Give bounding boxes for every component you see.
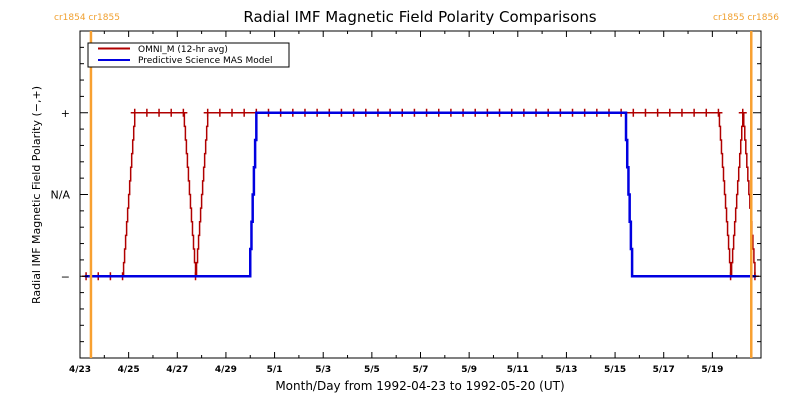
data-point-omni bbox=[738, 108, 747, 117]
legend: OMNI_M (12-hr avg) Predictive Science MA… bbox=[87, 42, 290, 68]
data-point-omni bbox=[653, 108, 662, 117]
legend-box bbox=[87, 42, 290, 68]
data-point-omni bbox=[641, 108, 650, 117]
data-point-omni bbox=[240, 108, 249, 117]
x-tick-label: 4/23 bbox=[69, 365, 91, 375]
x-tick-label: 5/1 bbox=[267, 365, 283, 375]
y-tick-label: − bbox=[61, 270, 70, 283]
data-point-omni bbox=[690, 108, 699, 117]
data-point-omni bbox=[203, 108, 212, 117]
y-axis-label: Radial IMF Magnetic Field Polarity (−,+) bbox=[30, 86, 43, 304]
x-tick-label: 5/5 bbox=[364, 365, 380, 375]
series-line-mas bbox=[84, 111, 757, 278]
data-point-omni bbox=[155, 108, 164, 117]
data-point-omni bbox=[167, 108, 176, 117]
x-tick-label: 5/13 bbox=[555, 365, 577, 375]
data-point-omni bbox=[677, 108, 686, 117]
data-point-omni bbox=[215, 108, 224, 117]
legend-label-omni: OMNI_M (12-hr avg) bbox=[138, 45, 228, 55]
x-tick-label: 5/3 bbox=[315, 365, 331, 375]
data-point-omni bbox=[629, 108, 638, 117]
data-point-omni bbox=[702, 108, 711, 117]
data-point-omni bbox=[228, 108, 237, 117]
x-tick-label: 4/27 bbox=[166, 365, 188, 375]
carrington-label-left: cr1854 cr1855 bbox=[54, 13, 120, 23]
y-tick-label: + bbox=[61, 107, 70, 120]
data-point-omni bbox=[665, 108, 674, 117]
series-line-omni bbox=[86, 112, 756, 277]
chart-title: Radial IMF Magnetic Field Polarity Compa… bbox=[243, 8, 596, 26]
x-tick-label: 5/9 bbox=[461, 365, 477, 375]
x-tick-label: 4/29 bbox=[215, 365, 237, 375]
carrington-label-right: cr1855 cr1856 bbox=[713, 13, 779, 23]
x-tick-label: 4/25 bbox=[118, 365, 140, 375]
data-point-omni bbox=[179, 108, 188, 117]
x-tick-label: 5/19 bbox=[701, 365, 723, 375]
x-tick-label: 5/15 bbox=[604, 365, 626, 375]
data-point-omni bbox=[142, 108, 151, 117]
x-tick-label: 5/11 bbox=[507, 365, 529, 375]
x-tick-label: 5/7 bbox=[413, 365, 429, 375]
x-axis-label: Month/Day from 1992-04-23 to 1992-05-20 … bbox=[275, 379, 564, 393]
plot-frame bbox=[79, 30, 762, 359]
legend-label-mas: Predictive Science MAS Model bbox=[138, 56, 273, 66]
data-point-omni bbox=[130, 108, 139, 117]
y-tick-label: N/A bbox=[51, 189, 71, 202]
data-point-omni bbox=[714, 108, 723, 117]
x-tick-label: 5/17 bbox=[653, 365, 675, 375]
